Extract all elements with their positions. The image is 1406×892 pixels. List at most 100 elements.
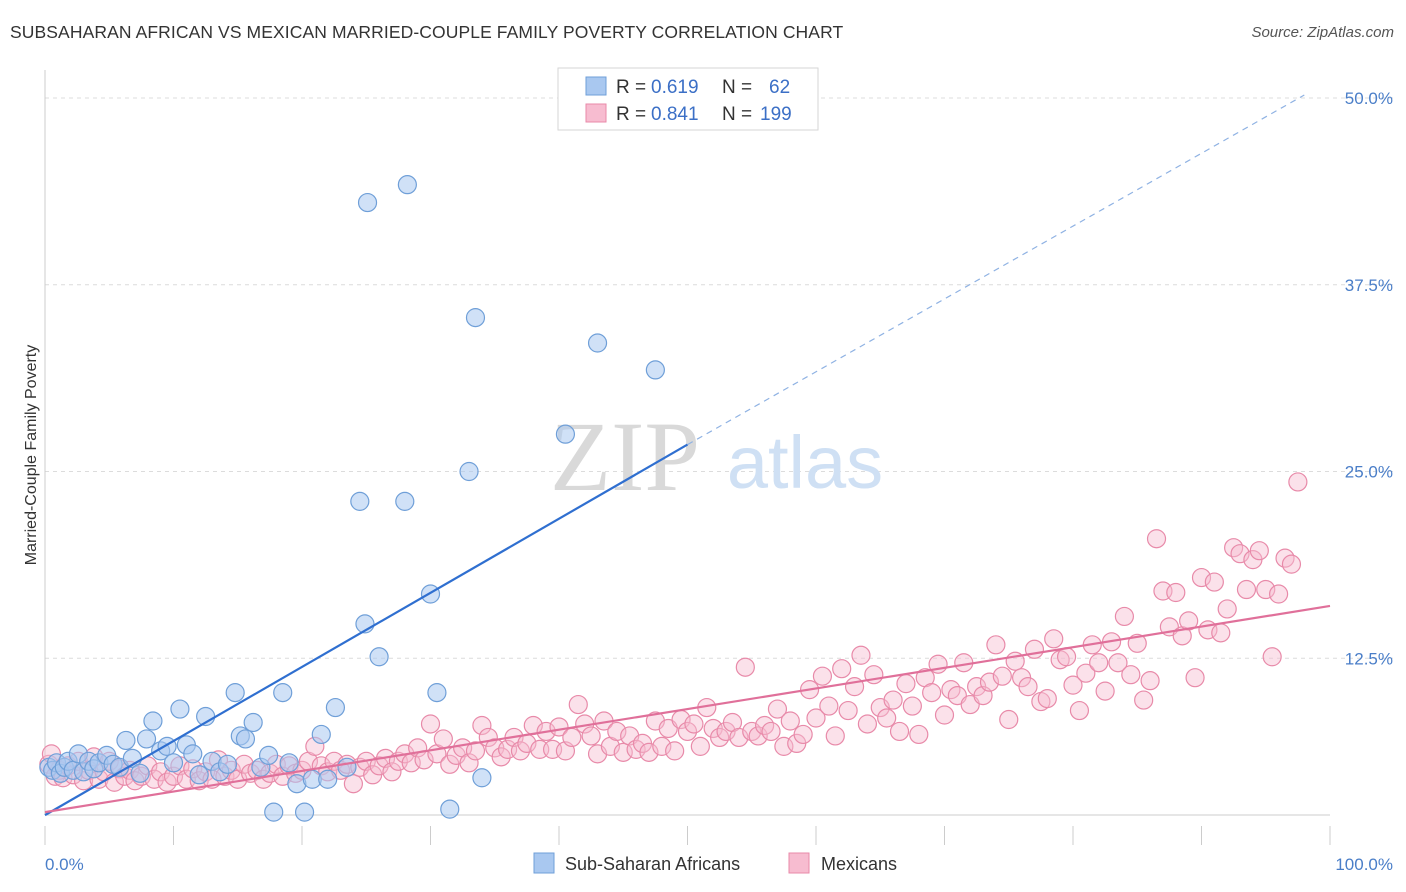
mexicans-point (1249, 541, 1269, 561)
bottom-legend-swatch-subsaharan (533, 852, 555, 874)
mexicans-point (465, 741, 486, 761)
mexicans-point (735, 657, 755, 677)
subsaharan-point (645, 360, 665, 380)
y-tick-label-2: 37.5% (1345, 276, 1393, 295)
watermark: ZIP atlas (550, 401, 883, 512)
mexicans-point (562, 727, 582, 748)
subsaharan-point (258, 745, 279, 765)
watermark-zip: ZIP (550, 401, 700, 512)
subsaharan-point (143, 711, 163, 731)
mexicans-point (748, 726, 768, 746)
bottom-legend-label-mexicans: Mexicans (821, 854, 897, 874)
y-tick-label-0: 12.5% (1345, 649, 1393, 668)
mexicans-trend-line (44, 604, 1331, 814)
mexicans-point (1121, 665, 1141, 685)
subsaharan-point (116, 730, 136, 751)
mexicans-point (999, 709, 1019, 730)
subsaharan-point (311, 724, 331, 745)
mexicans-point (857, 714, 878, 734)
mexicans-point (780, 711, 800, 731)
mexicans-point (934, 705, 955, 725)
chart-title: SUBSAHARAN AFRICAN VS MEXICAN MARRIED-CO… (10, 22, 844, 42)
mexicans-point (1095, 681, 1115, 701)
subsaharan-point (465, 308, 486, 328)
bottom-legend-swatch-mexicans (788, 852, 810, 874)
mexicans-point (1069, 700, 1090, 721)
legend-r-value-mexicans: 0.841 (651, 104, 699, 125)
mexicans-point (767, 699, 788, 719)
mexicans-point (812, 666, 833, 686)
tick-labels: 12.5% 25.0% 37.5% 50.0% 0.0% 100.0% (45, 89, 1393, 874)
mexicans-point (1191, 567, 1212, 588)
subsaharan-point (325, 697, 346, 718)
subsaharan-point (337, 757, 357, 777)
mexicans-point (491, 747, 511, 767)
legend-n-value-subsaharan: 62 (769, 77, 790, 98)
legend-n-value-mexicans: 199 (760, 104, 792, 125)
y-tick-label-1: 25.0% (1345, 463, 1393, 482)
subsaharan-point (217, 754, 238, 774)
mexicans-point (986, 635, 1006, 655)
bottom-legend-label-subsaharan: Sub-Saharan Africans (565, 854, 740, 874)
mexicans-point (1134, 690, 1154, 710)
mexicans-point (459, 753, 479, 773)
mexicans-point (877, 708, 897, 728)
mexicans-point (761, 721, 781, 742)
subsaharan-point (243, 712, 263, 733)
subsaharan-point (318, 769, 338, 789)
y-axis-label: Married-Couple Family Poverty (23, 345, 40, 566)
subsaharan-point (136, 729, 157, 749)
legend-r-label-mexicans: R = (616, 104, 646, 125)
mexicans-point (1140, 671, 1160, 691)
mexicans-point (896, 674, 916, 694)
mexicans-point (838, 700, 858, 721)
top-legend: R = 0.619 N = 62 R = 0.841 N = 199 (557, 67, 819, 131)
mexicans-point (1037, 688, 1057, 709)
subsaharan-point (235, 729, 256, 749)
mexicans-point (568, 694, 588, 715)
mexicans-point (1114, 606, 1135, 627)
mexicans-point (420, 714, 441, 734)
mexicans-point (793, 724, 813, 745)
mexicans-point (851, 645, 871, 665)
mexicans-point (1146, 529, 1167, 549)
subsaharan-point (350, 491, 370, 511)
mexicans-point (1211, 623, 1231, 643)
mexicans-point (883, 690, 903, 710)
subsaharan-point (369, 647, 389, 667)
mexicans-point (1281, 554, 1302, 574)
legend-r-label-subsaharan: R = (616, 77, 646, 98)
mexicans-point (1063, 675, 1083, 695)
source-label: Source: ZipAtlas.com (1251, 24, 1394, 41)
subsaharan-trend-extension (687, 94, 1305, 446)
mexicans-point (1288, 472, 1308, 492)
subsaharan-point (273, 683, 293, 703)
legend-swatch-subsaharan (585, 76, 607, 96)
mexicans-point (1127, 633, 1147, 653)
mexicans-point (1256, 579, 1276, 600)
mexicans-point (581, 726, 601, 746)
subsaharan-trend-line (44, 443, 689, 817)
subsaharan-point (130, 763, 150, 783)
subsaharan-point (397, 175, 417, 195)
watermark-atlas: atlas (727, 421, 883, 504)
mexicans-point (684, 714, 704, 734)
legend-r-value-subsaharan: 0.619 (651, 77, 699, 98)
subsaharan-points (39, 175, 665, 822)
mexicans-point (889, 721, 910, 742)
bottom-legend: Sub-Saharan Africans Mexicans (533, 852, 897, 874)
subsaharan-point (294, 802, 315, 822)
x-tick-label-1: 100.0% (1335, 855, 1393, 874)
subsaharan-point (264, 802, 284, 822)
trend-lines (44, 94, 1331, 817)
mexicans-point (992, 666, 1012, 686)
subsaharan-point (459, 461, 479, 482)
mexicans-point (1268, 584, 1289, 604)
mexicans-point (510, 741, 531, 761)
subsaharan-point (395, 491, 415, 511)
mexicans-point (902, 696, 922, 716)
mexicans-point (433, 729, 453, 749)
mexicans-point (1056, 647, 1077, 667)
mexicans-point (1262, 647, 1282, 667)
